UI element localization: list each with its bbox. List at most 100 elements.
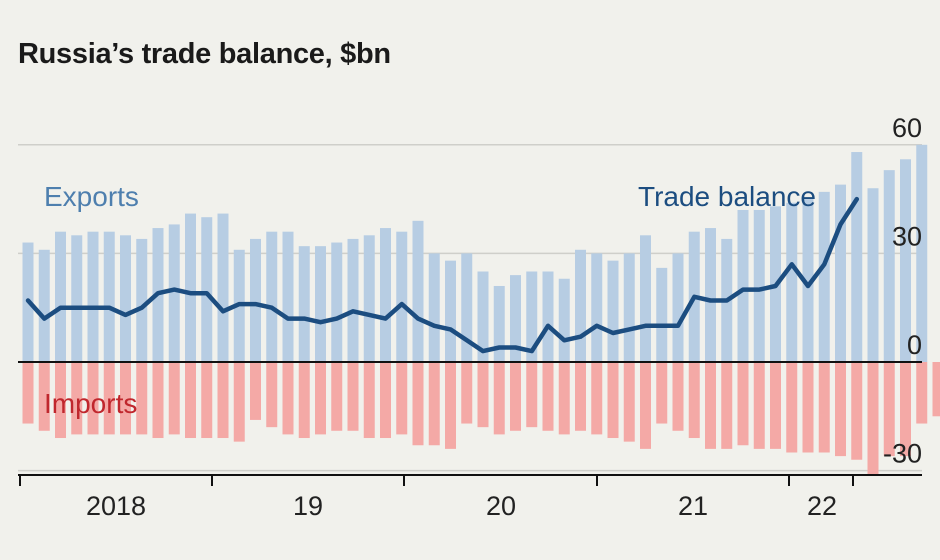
import-bar [412,362,424,446]
export-bar [461,253,473,362]
export-bar [380,228,391,362]
x-axis [18,474,922,486]
export-bar [883,170,895,362]
import-bar [103,362,115,435]
import-bar [591,362,603,435]
export-bar [851,152,863,362]
import-bar [233,362,245,442]
import-bar [461,362,473,424]
import-bar [672,362,684,431]
export-bar [250,238,261,362]
import-bar [786,362,798,453]
export-bar [55,231,66,362]
export-bar [282,231,294,362]
import-bar [22,362,34,424]
import-bar [347,362,359,431]
export-bar [623,253,635,362]
export-bar [298,246,310,362]
export-bar [201,217,213,362]
import-bar [250,362,261,420]
import-bar [737,362,749,446]
export-bar [120,235,131,362]
import-bar [656,362,668,424]
export-bar [510,275,521,362]
export-bar [526,271,538,362]
export-bar [818,191,830,362]
import-bar [932,362,940,417]
import-bar [802,362,814,453]
export-bar [575,249,586,362]
y-tick-label: 30 [892,221,922,251]
trade-balance-line-group [25,196,860,354]
export-bar [87,231,99,362]
import-bar [900,362,911,457]
x-tick-label: 2018 [86,491,146,521]
import-bar [266,362,278,428]
import-bar [55,362,66,439]
import-bar [705,362,716,449]
export-bar [786,202,798,362]
import-bar [721,362,733,449]
import-bar [217,362,229,439]
import-bar [883,362,895,457]
export-bar [412,220,424,362]
exports-label: Exports [44,181,139,212]
y-tick-label: -30 [883,439,922,469]
import-bar [331,362,343,431]
import-bar [477,362,489,428]
export-bar [916,144,928,362]
export-bar [640,235,651,362]
import-bar [315,362,326,435]
import-bar [396,362,408,435]
x-tick-label: 22 [807,491,837,521]
trade-balance-line [25,196,860,354]
export-bar [347,238,359,362]
chart-title: Russia’s trade balance, $bn [18,38,391,70]
export-bar [428,253,440,362]
x-tick-label: 20 [486,491,516,521]
import-bar [607,362,619,439]
import-bar [835,362,846,457]
export-bar [737,209,749,362]
import-bar [526,362,538,428]
export-bar [705,228,716,362]
import-bar [575,362,586,431]
import-bar [558,362,570,435]
import-bar [201,362,213,439]
trade-balance-label: Trade balance [638,181,816,212]
export-bar [477,271,489,362]
export-bar [607,260,619,362]
import-bar [185,362,196,439]
x-tick-label: 21 [678,491,708,521]
import-bar [38,362,50,431]
import-bar [428,362,440,446]
export-bar [71,235,83,362]
export-bar [867,188,879,362]
import-bar [542,362,554,431]
import-bar [770,362,781,449]
export-bar [672,253,684,362]
export-bar [396,231,408,362]
y-tick-labels: 60 30 0 -30 [883,113,922,469]
import-bar [363,362,375,439]
export-bar [493,285,505,362]
export-bar [136,238,148,362]
import-bar [916,362,928,424]
import-bar [282,362,294,435]
export-bar [835,184,846,362]
import-bar [71,362,83,435]
import-bar [380,362,391,439]
export-bar [38,249,50,362]
x-tick-label: 19 [293,491,323,521]
import-bar [493,362,505,435]
export-bar [103,231,115,362]
import-bar [818,362,830,453]
import-bar [867,362,879,475]
import-bar [688,362,700,439]
export-bar [185,213,196,362]
export-bar [445,260,456,362]
export-bar [558,278,570,362]
export-bar [542,271,554,362]
export-bar [900,159,911,362]
import-bar [87,362,99,435]
